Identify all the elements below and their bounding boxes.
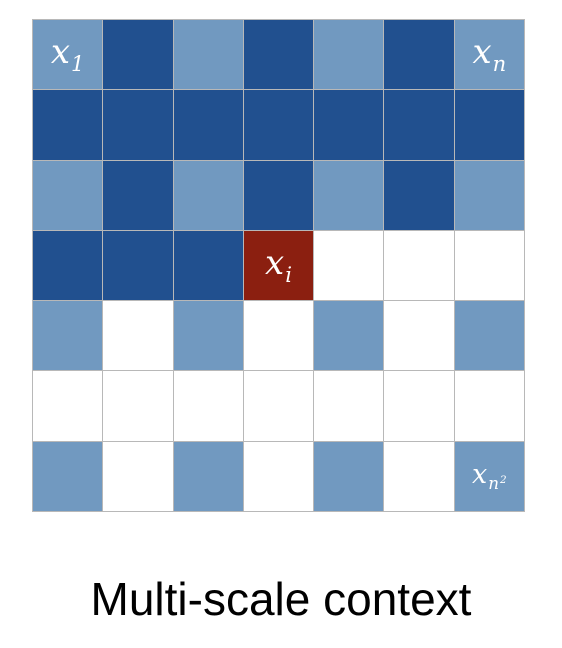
grid-cell-dark [243, 90, 314, 160]
grid-cell-medium [173, 20, 243, 90]
grid-cell-dark [314, 90, 384, 160]
grid-cell-white [173, 371, 243, 441]
xn2-label: xn2 [472, 461, 507, 492]
grid-cell-white [454, 371, 524, 441]
grid-cell-medium [454, 301, 524, 371]
label-subscript: i [285, 261, 292, 287]
grid-cell-white [314, 230, 384, 301]
grid-cell-dark [384, 160, 454, 230]
grid-cell-white [384, 230, 454, 301]
grid-cell-medium [314, 160, 384, 230]
grid-cell-dark [103, 90, 173, 160]
xi-label: xi [265, 246, 292, 284]
grid-cell-medium [314, 441, 384, 511]
label-subscript: n [492, 50, 507, 76]
grid-cell-white [243, 301, 314, 371]
grid-cell-medium [314, 20, 384, 90]
label-symbol: x [472, 32, 492, 73]
grid-cell-dark [103, 20, 173, 90]
grid-cell-dark [103, 160, 173, 230]
grid-cell-white [384, 301, 454, 371]
grid-cell-white [103, 371, 173, 441]
grid-cell-white [243, 371, 314, 441]
grid-cell-dark [33, 90, 103, 160]
grid-cell-dark [243, 160, 314, 230]
grid-cell-medium: xn2 [454, 441, 524, 511]
grid-cell-dark [243, 20, 314, 90]
x1-label: x1 [51, 35, 85, 73]
grid-cell-dark [454, 90, 524, 160]
grid-cell-medium: xn [454, 20, 524, 90]
label-subscript: n2 [488, 472, 507, 493]
grid-cell-dark [103, 230, 173, 301]
context-grid: x1 xn xi xn2 [32, 19, 525, 512]
grid-cell-white [103, 301, 173, 371]
xn-label: xn [472, 35, 506, 73]
label-superscript: 2 [500, 473, 507, 486]
grid-cell-white [454, 230, 524, 301]
grid-cell-white [384, 441, 454, 511]
figure-caption: Multi-scale context [90, 573, 472, 625]
label-subscript: 1 [71, 50, 85, 76]
grid-cell-medium [314, 301, 384, 371]
grid-cell-medium [33, 160, 103, 230]
grid-cell-white [243, 441, 314, 511]
grid-cell-dark [173, 230, 243, 301]
grid-cell-medium [33, 301, 103, 371]
grid-cell-dark [384, 20, 454, 90]
grid-cell-white [384, 371, 454, 441]
grid-cell-medium [173, 301, 243, 371]
label-symbol: x [265, 243, 285, 284]
grid-cell-white [314, 371, 384, 441]
grid-cell-medium [33, 441, 103, 511]
label-symbol: x [50, 32, 71, 73]
grid-cell-white [33, 371, 103, 441]
grid-cell-medium [454, 160, 524, 230]
grid-cell-medium [173, 160, 243, 230]
grid-cell-medium: x1 [33, 20, 103, 90]
grid-cell-highlight: xi [243, 230, 314, 301]
grid-cell-medium [173, 441, 243, 511]
grid-cell-white [103, 441, 173, 511]
grid-cell-dark [384, 90, 454, 160]
label-symbol: x [472, 459, 488, 491]
grid-cell-dark [173, 90, 243, 160]
grid-cell-dark [33, 230, 103, 301]
